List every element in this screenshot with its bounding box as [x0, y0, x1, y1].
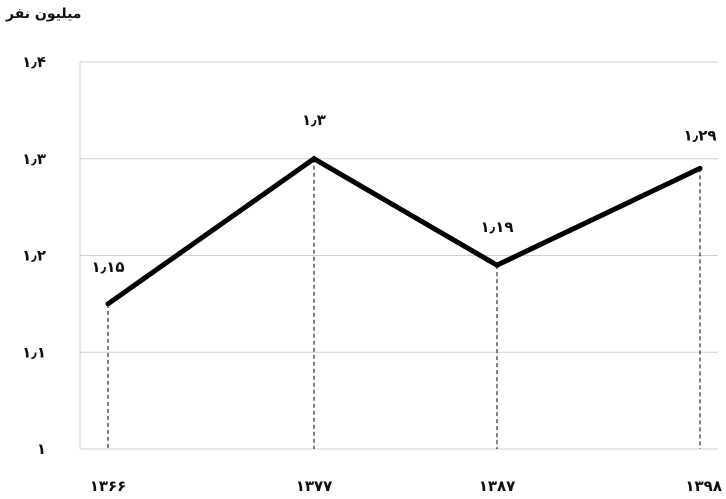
x-tick-label: ۱۳۹۸ — [685, 477, 722, 495]
x-tick-label: ۱۳۸۷ — [479, 477, 516, 495]
data-point — [311, 156, 317, 162]
x-axis-ticks: ۱۳۶۶ ۱۳۷۷ ۱۳۸۷ ۱۳۹۸ — [90, 477, 722, 495]
y-tick-label: ۱٫۱ — [22, 343, 46, 361]
series-line-group — [105, 155, 703, 307]
data-label: ۱٫۱۹ — [480, 218, 513, 236]
y-axis-ticks: ۱ ۱٫۱ ۱٫۲ ۱٫۳ ۱٫۴ — [22, 53, 46, 458]
y-tick-label: ۱٫۴ — [22, 53, 46, 71]
x-tick-label: ۱۳۷۷ — [296, 477, 333, 495]
y-tick-label: ۱ — [37, 440, 46, 458]
data-label: ۱٫۲۹ — [683, 126, 716, 144]
drop-lines — [107, 158, 701, 449]
series-line — [106, 155, 702, 306]
data-label: ۱٫۱۵ — [91, 258, 124, 276]
y-tick-label: ۱٫۲ — [22, 247, 46, 265]
x-tick-label: ۱۳۶۶ — [90, 477, 127, 495]
y-axis-unit-label: میلیون نفر — [6, 6, 82, 22]
y-tick-label: ۱٫۳ — [22, 150, 46, 168]
data-point — [105, 301, 111, 307]
gridlines — [80, 61, 718, 353]
data-labels: ۱٫۱۵ ۱٫۳ ۱٫۱۹ ۱٫۲۹ — [91, 111, 716, 276]
plot-frame — [79, 62, 718, 450]
data-point — [697, 165, 703, 171]
data-point — [494, 262, 500, 268]
data-label: ۱٫۳ — [302, 111, 326, 129]
